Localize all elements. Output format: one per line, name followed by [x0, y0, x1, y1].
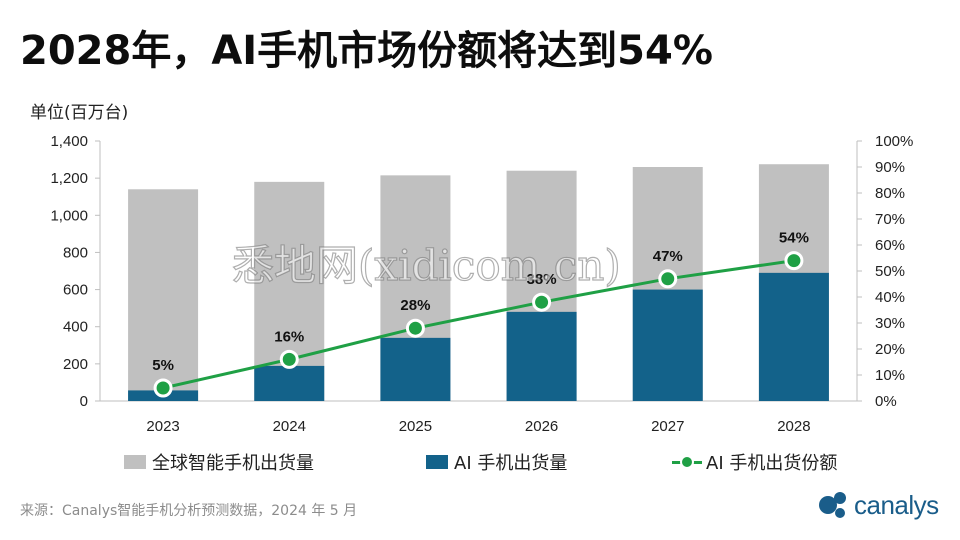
ai-share-data-label: 5% — [152, 357, 174, 374]
ai-share-line — [162, 259, 795, 390]
total-shipment-bar — [128, 189, 199, 401]
source-note: 来源：Canalys智能手机分析预测数据，2024 年 5 月 — [20, 503, 358, 519]
x-tick-label: 2026 — [525, 418, 558, 435]
right-tick-label: 0% — [875, 393, 897, 410]
legend-label-total: 全球智能手机出货量 — [152, 453, 314, 474]
ai-share-point — [279, 349, 299, 369]
right-tick-label: 100% — [875, 133, 913, 150]
ai-shipment-bar — [758, 272, 829, 401]
x-tick-label: 2023 — [146, 418, 179, 435]
left-tick-label: 800 — [63, 244, 88, 261]
legend-swatch-share — [672, 455, 702, 469]
right-tick-label: 40% — [875, 289, 905, 306]
ai-shipment-bar — [254, 365, 325, 401]
canalys-logo-text: canalys — [854, 489, 939, 520]
right-tick-label: 20% — [875, 341, 905, 358]
left-tick-label: 1,200 — [50, 170, 88, 187]
x-tick-label: 2028 — [777, 418, 810, 435]
left-tick-label: 1,000 — [50, 207, 88, 224]
legend-label-share: AI 手机出货份额 — [706, 453, 838, 474]
ai-share-point — [153, 378, 173, 398]
x-tick-label: 2025 — [399, 418, 432, 435]
legend-swatch-total — [124, 455, 146, 469]
ai-share-data-label: 16% — [274, 328, 304, 345]
right-tick-label: 90% — [875, 159, 905, 176]
ai-share-data-label: 47% — [653, 248, 683, 265]
left-tick-label: 0 — [80, 393, 88, 410]
ai-shipment-bar — [380, 337, 451, 401]
canalys-logo-icon — [819, 492, 846, 518]
right-tick-label: 50% — [875, 263, 905, 280]
left-tick-label: 400 — [63, 319, 88, 336]
legend-item-ai: AI 手机出货量 — [426, 450, 567, 474]
right-tick-label: 10% — [875, 367, 905, 384]
left-tick-label: 1,400 — [50, 133, 88, 150]
x-tick-label: 2027 — [651, 418, 684, 435]
right-tick-label: 70% — [875, 211, 905, 228]
left-tick-label: 600 — [63, 282, 88, 299]
legend-item-total: 全球智能手机出货量 — [124, 450, 314, 474]
legend-label-ai: AI 手机出货量 — [454, 453, 568, 474]
right-tick-label: 30% — [875, 315, 905, 332]
canalys-logo: canalys — [818, 488, 939, 522]
ai-share-data-label: 54% — [779, 230, 809, 247]
left-tick-label: 200 — [63, 356, 88, 373]
ai-shipment-bar — [632, 289, 703, 401]
ai-share-point — [658, 269, 678, 289]
right-tick-label: 80% — [875, 185, 905, 202]
legend-item-share: AI 手机出货份额 — [672, 450, 837, 474]
y-axis-unit-label: 单位(百万台) — [30, 103, 129, 123]
right-tick-label: 60% — [875, 237, 905, 254]
chart-title: 2028年，AI手机市场份额将达到54% — [20, 28, 713, 74]
legend-swatch-ai — [426, 455, 448, 469]
ai-share-data-label: 38% — [527, 271, 557, 288]
x-tick-label: 2024 — [273, 418, 306, 435]
ai-share-point — [532, 292, 552, 312]
ai-shipment-bar — [506, 311, 577, 401]
ai-share-point — [405, 318, 425, 338]
ai-share-point — [784, 251, 804, 271]
ai-share-data-label: 28% — [400, 297, 430, 314]
